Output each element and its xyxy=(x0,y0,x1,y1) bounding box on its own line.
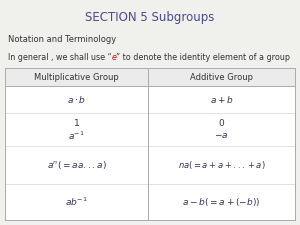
Text: $na(= a + a + ... + a)$: $na(= a + a + ... + a)$ xyxy=(178,159,265,171)
Text: Additive Group: Additive Group xyxy=(190,72,253,81)
Text: $1$: $1$ xyxy=(73,117,80,128)
Bar xyxy=(5,68,295,86)
Text: $a^{-1}$: $a^{-1}$ xyxy=(68,129,85,142)
Text: $ab^{-1}$: $ab^{-1}$ xyxy=(65,196,88,208)
Text: In general , we shall use “: In general , we shall use “ xyxy=(8,52,112,61)
Bar xyxy=(5,68,295,220)
Text: ” to denote the identity element of a group: ” to denote the identity element of a gr… xyxy=(116,52,290,61)
Text: $a + b$: $a + b$ xyxy=(210,94,233,105)
Text: Notation and Terminology: Notation and Terminology xyxy=(8,36,116,45)
Text: $a - b(= a + (-b))$: $a - b(= a + (-b))$ xyxy=(182,196,261,208)
Text: e: e xyxy=(112,52,116,61)
Text: $a^n(= aa...a)$: $a^n(= aa...a)$ xyxy=(46,159,106,171)
Text: Multiplicative Group: Multiplicative Group xyxy=(34,72,119,81)
Text: SECTION 5 Subgroups: SECTION 5 Subgroups xyxy=(85,11,215,25)
Text: $0$: $0$ xyxy=(218,117,225,128)
Text: $a \cdot b$: $a \cdot b$ xyxy=(67,94,86,105)
Text: $-a$: $-a$ xyxy=(214,131,229,140)
